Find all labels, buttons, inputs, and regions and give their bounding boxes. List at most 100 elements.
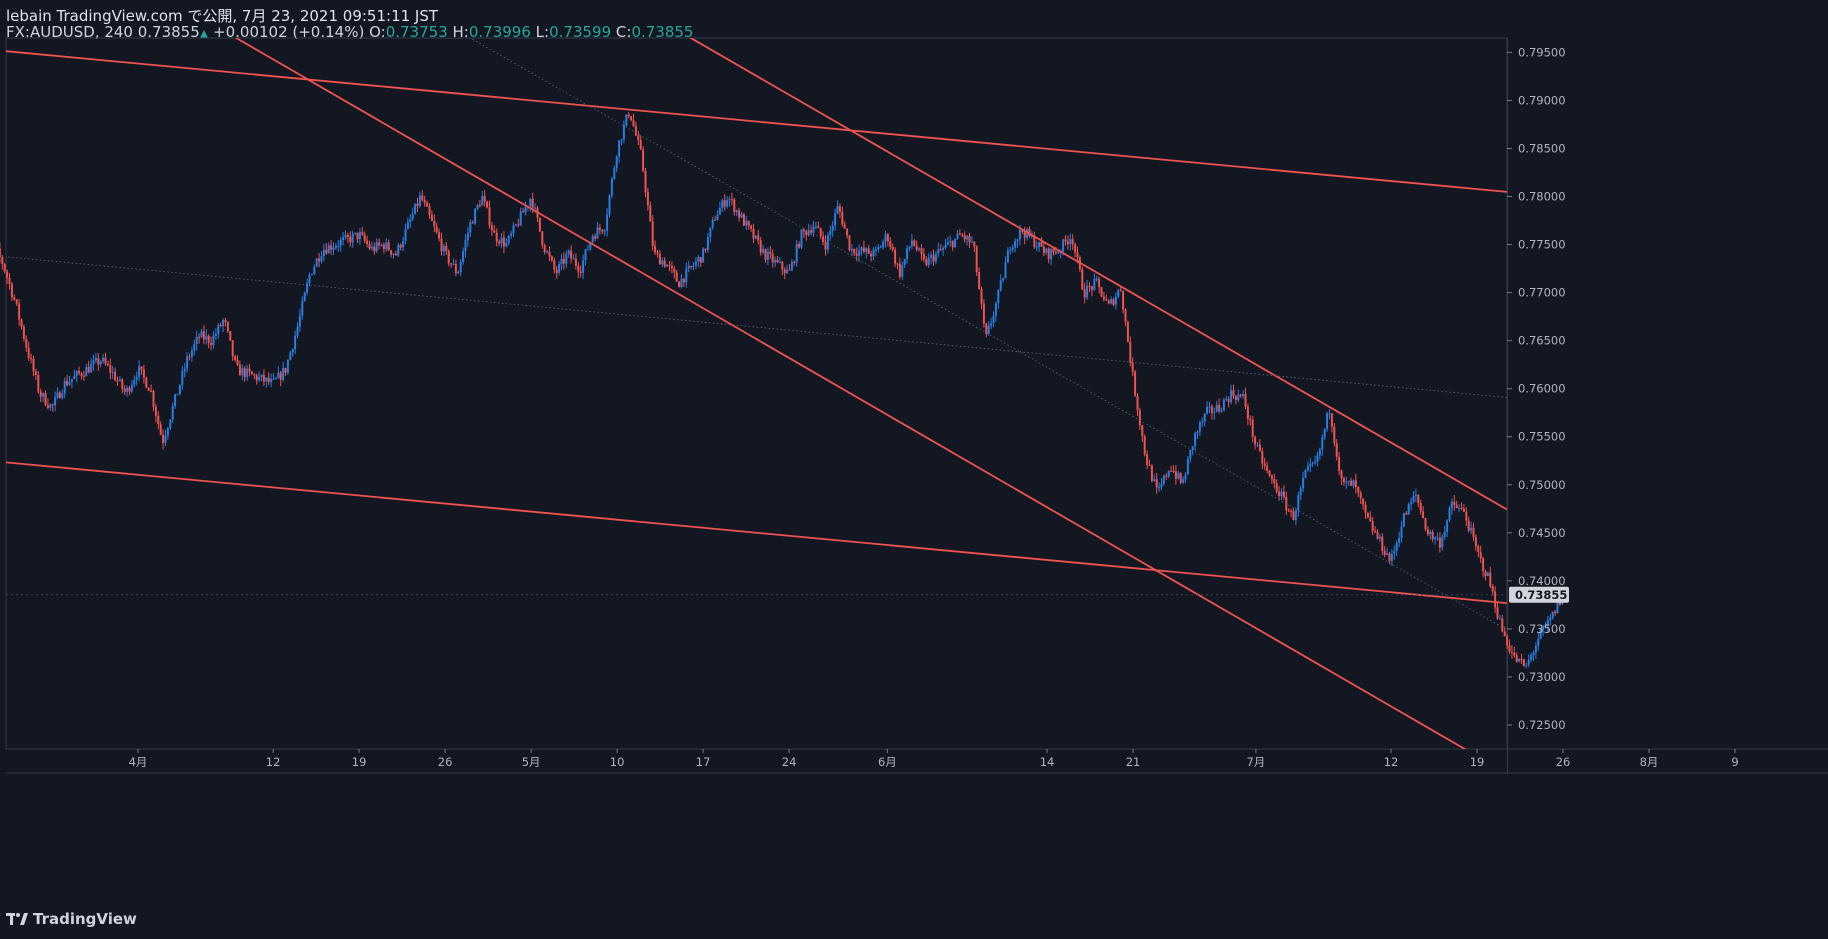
candle-body — [1035, 246, 1038, 248]
candle-body — [169, 419, 172, 429]
candle — [1436, 532, 1439, 541]
candle — [13, 294, 16, 301]
candle-body — [426, 202, 429, 207]
candle — [822, 231, 825, 246]
candle — [1114, 292, 1117, 310]
candle-body — [186, 356, 189, 369]
candle — [702, 247, 705, 263]
candle — [1479, 545, 1482, 563]
candle-body — [951, 241, 954, 248]
candle — [795, 239, 798, 267]
candle-body — [1095, 278, 1098, 280]
time-tick-label: 19 — [352, 755, 367, 769]
candle-body — [104, 357, 107, 364]
candle-body — [1134, 371, 1137, 396]
candle — [454, 259, 457, 277]
candle — [562, 252, 565, 270]
candle-body — [1076, 252, 1079, 258]
candle — [200, 328, 203, 338]
tradingview-logo[interactable]: TradingView — [6, 910, 137, 928]
candle-body — [1549, 618, 1552, 621]
candle — [778, 256, 781, 264]
candle — [1196, 430, 1199, 440]
candle-body — [843, 224, 846, 229]
candle-body — [716, 214, 719, 221]
candle — [738, 207, 741, 222]
candle — [915, 240, 918, 252]
candle-body — [433, 220, 436, 227]
candle — [546, 249, 549, 254]
time-tick-label: 5月 — [522, 755, 541, 769]
candle-body — [1520, 658, 1523, 660]
candle-body — [1016, 239, 1019, 242]
candle-body — [757, 235, 760, 241]
candle-body — [1206, 407, 1209, 414]
candle-body — [908, 246, 911, 249]
candle-body — [1242, 394, 1245, 397]
candle — [303, 291, 306, 302]
candle-body — [450, 263, 453, 265]
candle — [262, 369, 265, 386]
candle-body — [1162, 475, 1165, 484]
candle-body — [390, 250, 393, 255]
candle — [1340, 469, 1343, 485]
candle-body — [126, 387, 129, 392]
candle-body — [222, 320, 225, 326]
candle-body — [1314, 461, 1317, 463]
candle-body — [406, 221, 409, 229]
candle-body — [942, 248, 945, 250]
candle — [726, 196, 729, 209]
candle-body — [102, 357, 105, 362]
candle — [169, 419, 172, 431]
candle-body — [351, 233, 354, 243]
candle — [70, 379, 73, 389]
candle — [370, 241, 373, 251]
candle-body — [1131, 362, 1134, 372]
candle — [1191, 446, 1194, 456]
candle-body — [394, 253, 397, 256]
candle — [790, 259, 793, 272]
candle-body — [1256, 444, 1259, 446]
candle — [87, 360, 90, 374]
candle-body — [284, 367, 287, 373]
candle — [1472, 522, 1475, 541]
candle-body — [733, 199, 736, 213]
candle — [1244, 387, 1247, 410]
candle — [716, 210, 719, 221]
candle — [313, 264, 316, 276]
candle-body — [798, 243, 801, 248]
candle-body — [454, 264, 457, 274]
candle — [186, 352, 189, 373]
candle-body — [978, 272, 981, 290]
candle — [982, 299, 985, 328]
candle-body — [1326, 413, 1329, 429]
candle-body — [1165, 475, 1168, 477]
candle — [776, 255, 779, 264]
candle-body — [1107, 300, 1110, 304]
candle — [1525, 662, 1528, 669]
candle-body — [1470, 527, 1473, 531]
candle — [452, 258, 455, 266]
candle-body — [1486, 572, 1489, 576]
time-tick-label: 14 — [1040, 755, 1055, 769]
candle-body — [18, 303, 21, 320]
candle-body — [627, 114, 630, 117]
candle — [1462, 504, 1465, 512]
time-tick-label: 24 — [782, 755, 797, 769]
candle — [66, 374, 69, 387]
candle-body — [1316, 455, 1319, 462]
candle-body — [1556, 601, 1559, 614]
candle — [346, 232, 349, 243]
candle-body — [949, 241, 952, 243]
candle-body — [193, 343, 196, 351]
candle-body — [723, 200, 726, 207]
candle-body — [519, 211, 522, 226]
candle-body — [49, 404, 52, 408]
candle-body — [699, 257, 702, 263]
candle — [673, 265, 676, 279]
candle — [32, 355, 35, 377]
candle — [553, 257, 556, 274]
candle — [1213, 407, 1216, 420]
candle-body — [543, 245, 546, 253]
